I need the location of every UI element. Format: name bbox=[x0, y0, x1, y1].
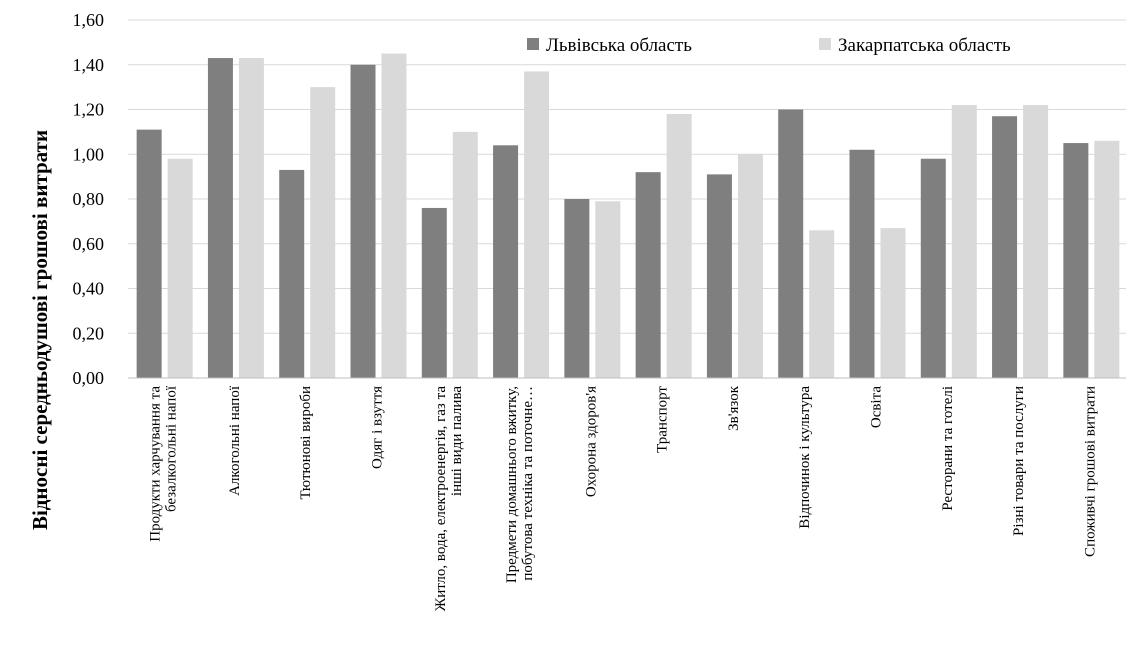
x-tick-label-line: безалкогольні напої bbox=[164, 385, 180, 512]
x-tick-label-line: Алкогольні напої bbox=[227, 385, 243, 496]
x-tick-label: Відпочинок і культура bbox=[797, 386, 813, 529]
bar-zakarpattia bbox=[809, 230, 835, 378]
x-tick-label: Предмети домашнього вжитку,побутова техн… bbox=[504, 386, 536, 583]
bar-zakarpattia bbox=[238, 58, 264, 378]
x-axis-labels: Продукти харчування табезалкогольні напо… bbox=[148, 385, 1099, 611]
y-tick-label: 0,00 bbox=[73, 368, 105, 388]
y-tick-label: 0,60 bbox=[73, 234, 105, 254]
bar-lviv bbox=[493, 145, 519, 378]
y-axis-label: Відносні середньодушові грошові витрати bbox=[28, 130, 52, 530]
bar-lviv bbox=[421, 207, 447, 378]
bar-zakarpattia bbox=[452, 131, 478, 378]
x-tick-label: Одяг і взуття bbox=[370, 386, 386, 469]
x-tick-label: Зв'язок bbox=[726, 385, 742, 431]
bar-lviv bbox=[136, 129, 162, 378]
x-tick-label-line: Охорона здоров'я bbox=[583, 386, 599, 497]
bar-zakarpattia bbox=[524, 71, 550, 379]
bar-lviv bbox=[279, 169, 305, 378]
x-tick-label-line: Одяг і взуття bbox=[370, 386, 386, 469]
bar-lviv bbox=[635, 172, 661, 378]
x-tick-label: Споживчі грошові витрати bbox=[1082, 386, 1098, 557]
bar-lviv bbox=[706, 174, 732, 378]
x-tick-label: Продукти харчування табезалкогольні напо… bbox=[148, 385, 180, 542]
bar-zakarpattia bbox=[666, 113, 692, 378]
bars bbox=[136, 53, 1120, 379]
y-tick-label: 0,40 bbox=[73, 279, 105, 299]
bar-zakarpattia bbox=[595, 201, 621, 378]
x-tick-label-line: Продукти харчування та bbox=[148, 386, 164, 542]
bar-zakarpattia bbox=[1094, 140, 1120, 378]
bar-lviv bbox=[207, 58, 233, 378]
legend-swatch bbox=[819, 38, 831, 50]
x-tick-label-line: Зв'язок bbox=[726, 385, 742, 431]
x-tick-label: Алкогольні напої bbox=[227, 385, 243, 496]
legend-label: Закарпатська область bbox=[838, 35, 1011, 56]
bar-zakarpattia bbox=[167, 158, 193, 378]
bar-lviv bbox=[992, 116, 1018, 379]
y-tick-label: 0,80 bbox=[73, 189, 105, 209]
y-axis-ticks: 0,00 0,20 0,40 0,60 0,80 1,00 1,20 1,40 1,60 bbox=[73, 10, 105, 388]
x-tick-label-line: Ресторани та готелі bbox=[940, 386, 956, 511]
bar-zakarpattia bbox=[381, 53, 407, 378]
bar-lviv bbox=[778, 109, 804, 378]
x-tick-label: Освіта bbox=[869, 386, 885, 428]
y-tick-label: 1,60 bbox=[73, 10, 105, 30]
y-tick-label: 1,00 bbox=[73, 144, 105, 164]
x-tick-label-line: побутова техніка та поточне… bbox=[520, 386, 536, 581]
x-tick-label-line: інші види палива bbox=[449, 386, 465, 496]
x-tick-label-line: Споживчі грошові витрати bbox=[1082, 386, 1098, 557]
legend-label: Львівська область bbox=[546, 35, 692, 56]
bar-lviv bbox=[1063, 143, 1089, 378]
x-tick-label-line: Освіта bbox=[869, 386, 885, 428]
y-tick-label: 0,20 bbox=[73, 323, 105, 343]
bar-zakarpattia bbox=[951, 105, 977, 379]
x-tick-label-line: Різні товари та послуги bbox=[1011, 386, 1027, 536]
bar-lviv bbox=[920, 158, 946, 378]
bar-zakarpattia bbox=[880, 228, 906, 378]
bar-zakarpattia bbox=[1023, 105, 1049, 379]
x-tick-label: Різні товари та послуги bbox=[1011, 386, 1027, 536]
x-tick-label-line: Предмети домашнього вжитку, bbox=[504, 386, 520, 583]
bar-zakarpattia bbox=[310, 87, 336, 378]
legend-swatch bbox=[527, 38, 539, 50]
x-tick-label: Охорона здоров'я bbox=[583, 386, 599, 497]
x-tick-label-line: Житло, вода, електроенергія, газ та bbox=[433, 386, 449, 612]
x-tick-label-line: Транспорт bbox=[655, 386, 671, 453]
bar-lviv bbox=[849, 149, 875, 378]
x-tick-label: Транспорт bbox=[655, 386, 671, 453]
bar-lviv bbox=[350, 64, 376, 378]
x-tick-label: Тютюнові вироби bbox=[298, 386, 314, 499]
x-tick-label: Житло, вода, електроенергія, газ таінші … bbox=[433, 386, 465, 612]
bar-zakarpattia bbox=[737, 154, 763, 378]
y-tick-label: 1,20 bbox=[73, 100, 105, 120]
legend: Львівська область Закарпатська область bbox=[527, 35, 1011, 56]
bar-lviv bbox=[564, 199, 590, 378]
y-tick-label: 1,40 bbox=[73, 55, 105, 75]
x-tick-label: Ресторани та готелі bbox=[940, 386, 956, 511]
x-tick-label-line: Відпочинок і культура bbox=[797, 386, 813, 529]
x-tick-label-line: Тютюнові вироби bbox=[298, 386, 314, 499]
